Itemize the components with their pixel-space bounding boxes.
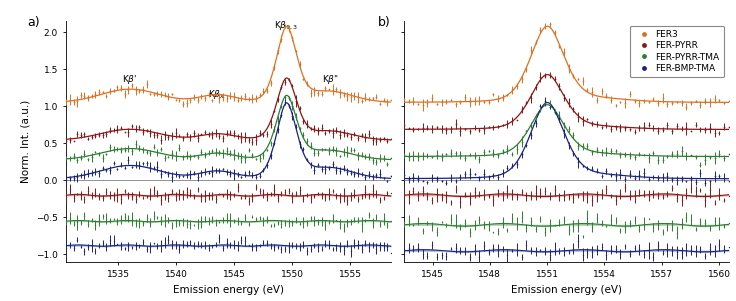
- Text: K$\beta$$_x$: K$\beta$$_x$: [208, 88, 226, 101]
- X-axis label: Emission energy (eV): Emission energy (eV): [511, 285, 622, 295]
- Legend: FER3, FER-PYRR, FER-PYRR-TMA, FER-BMP-TMA: FER3, FER-PYRR, FER-PYRR-TMA, FER-BMP-TM…: [630, 26, 724, 77]
- Text: a): a): [27, 16, 40, 29]
- Text: K$\beta$': K$\beta$': [122, 73, 138, 86]
- Text: K$\beta_{1,3}$: K$\beta_{1,3}$: [275, 20, 299, 33]
- Text: K$\beta$": K$\beta$": [322, 73, 339, 86]
- Y-axis label: Norm. Int. (a.u.): Norm. Int. (a.u.): [21, 100, 30, 183]
- Text: b): b): [378, 16, 391, 29]
- X-axis label: Emission energy (eV): Emission energy (eV): [173, 285, 284, 295]
